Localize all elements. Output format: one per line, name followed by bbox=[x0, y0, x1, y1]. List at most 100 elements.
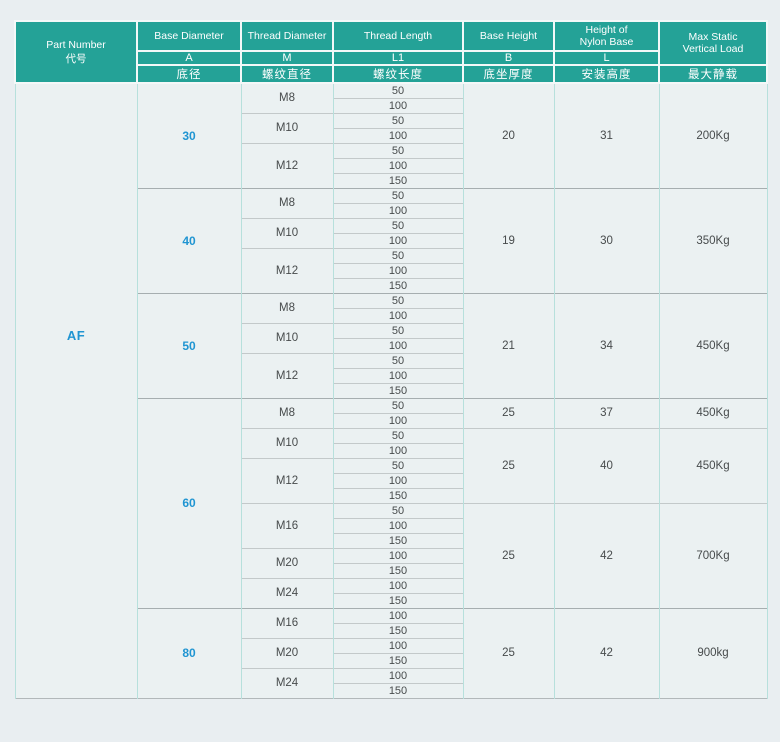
table-row: M10 50 25 40 450Kg bbox=[15, 427, 768, 503]
cell-thread-diameter: M12 bbox=[240, 247, 333, 293]
header-zh-thread-length: 螺纹长度 bbox=[332, 64, 464, 84]
cell-thread-length: 50 bbox=[332, 187, 463, 203]
cell-thread-length: 100 bbox=[332, 262, 464, 278]
table-row: 100 bbox=[15, 97, 767, 113]
cell-thread-length: 150 bbox=[332, 532, 464, 548]
cell-thread-length: 100 bbox=[332, 412, 464, 428]
table-row: 50 M8 50 21 34 450Kg bbox=[15, 292, 768, 398]
cell-base-diameter: 30 bbox=[136, 83, 241, 188]
table-row: M24 100 bbox=[15, 667, 767, 698]
cell-thread-length: 50 bbox=[332, 322, 464, 338]
header-zh-thread-diameter: 螺纹直径 bbox=[240, 64, 334, 84]
cell-thread-length: 100 bbox=[332, 337, 464, 353]
cell-nylon-height: 42 bbox=[553, 502, 659, 608]
cell-base-diameter: 50 bbox=[136, 292, 241, 398]
header-part-number-zh: 代号 bbox=[65, 53, 87, 65]
table-row: M10 50 bbox=[15, 322, 767, 353]
table-row: M12 50 bbox=[15, 142, 767, 188]
cell-base-height: 25 bbox=[462, 427, 554, 503]
table-row: 150 bbox=[15, 487, 767, 503]
cell-base-height: 25 bbox=[462, 397, 554, 428]
cell-thread-diameter: M8 bbox=[240, 397, 333, 428]
header-zh-nylon-height: 安装高度 bbox=[553, 64, 660, 84]
cell-thread-diameter: M10 bbox=[240, 322, 333, 353]
cell-thread-length: 100 bbox=[332, 127, 464, 143]
cell-thread-length: 50 bbox=[332, 247, 464, 263]
cell-thread-length: 150 bbox=[332, 682, 464, 698]
cell-thread-diameter: M8 bbox=[240, 83, 333, 113]
cell-thread-length: 100 bbox=[332, 517, 464, 533]
spec-table: Part Number 代号 Base Diameter Thread Diam… bbox=[14, 20, 768, 699]
cell-thread-length: 50 bbox=[332, 397, 463, 413]
cell-thread-diameter: M10 bbox=[240, 112, 333, 143]
table-row: M16 50 25 42 700Kg bbox=[15, 502, 768, 608]
table-row: 100 bbox=[15, 262, 767, 278]
table-header: Part Number 代号 Base Diameter Thread Diam… bbox=[14, 20, 768, 84]
cell-nylon-height: 37 bbox=[553, 397, 659, 428]
cell-thread-length: 50 bbox=[332, 292, 463, 308]
cell-thread-length: 100 bbox=[332, 97, 464, 113]
cell-thread-length: 50 bbox=[332, 427, 463, 443]
header-base-diameter: Base Diameter bbox=[136, 20, 242, 52]
cell-thread-diameter: M16 bbox=[240, 607, 333, 638]
cell-thread-length: 150 bbox=[332, 277, 464, 293]
cell-max-load: 350Kg bbox=[658, 187, 768, 293]
cell-thread-length: 150 bbox=[332, 382, 464, 398]
table-row: M10 50 bbox=[15, 112, 767, 143]
cell-base-height: 25 bbox=[462, 502, 554, 608]
spec-table-container: Part Number 代号 Base Diameter Thread Diam… bbox=[14, 20, 768, 699]
cell-nylon-height: 34 bbox=[553, 292, 659, 398]
cell-base-diameter: 80 bbox=[136, 607, 241, 698]
header-thread-length: Thread Length bbox=[332, 20, 464, 52]
cell-max-load: 900kg bbox=[658, 607, 768, 698]
cell-base-height: 19 bbox=[462, 187, 554, 293]
table-row: 150 bbox=[15, 562, 767, 578]
table-row: M12 50 bbox=[15, 247, 767, 293]
cell-part-number: AF bbox=[14, 83, 137, 698]
table-row: M20 100 bbox=[15, 637, 767, 668]
table-row: M12 50 bbox=[15, 457, 767, 503]
cell-thread-length: 150 bbox=[332, 562, 464, 578]
header-letter-m: M bbox=[240, 50, 334, 66]
cell-thread-length: 50 bbox=[332, 83, 463, 98]
cell-thread-diameter: M20 bbox=[240, 637, 333, 668]
header-thread-diameter: Thread Diameter bbox=[240, 20, 334, 52]
table-row: 60 M8 50 25 37 450Kg bbox=[15, 397, 768, 608]
cell-thread-length: 150 bbox=[332, 622, 464, 638]
header-letter-l: L bbox=[553, 50, 660, 66]
header-zh-base-diameter: 底径 bbox=[136, 64, 242, 84]
header-letter-b: B bbox=[462, 50, 555, 66]
cell-thread-diameter: M10 bbox=[240, 427, 333, 458]
cell-max-load: 200Kg bbox=[658, 83, 768, 188]
table-row: 100 bbox=[15, 157, 767, 173]
cell-max-load: 450Kg bbox=[658, 397, 768, 428]
cell-thread-diameter: M24 bbox=[240, 667, 333, 698]
table-row: 100 bbox=[15, 127, 767, 143]
cell-max-load: 450Kg bbox=[658, 427, 768, 503]
cell-thread-diameter: M16 bbox=[240, 502, 333, 548]
cell-base-height: 25 bbox=[462, 607, 554, 698]
cell-thread-length: 100 bbox=[332, 547, 464, 563]
table-row: 100 bbox=[15, 367, 767, 383]
cell-thread-diameter: M20 bbox=[240, 547, 333, 578]
cell-thread-length: 50 bbox=[332, 112, 464, 128]
header-zh-max-static: 最大静载 bbox=[658, 64, 768, 84]
cell-max-load: 700Kg bbox=[658, 502, 768, 608]
cell-thread-length: 100 bbox=[332, 472, 464, 488]
table-row: M24 100 bbox=[15, 577, 767, 608]
cell-thread-diameter: M8 bbox=[240, 187, 333, 218]
cell-max-load: 450Kg bbox=[658, 292, 768, 398]
header-max-static: Max Static Vertical Load bbox=[658, 20, 768, 66]
cell-thread-length: 50 bbox=[332, 502, 463, 518]
header-part-number: Part Number 代号 bbox=[14, 20, 138, 84]
cell-thread-length: 100 bbox=[332, 157, 464, 173]
cell-thread-length: 100 bbox=[332, 667, 464, 683]
table-row: M10 50 bbox=[15, 217, 767, 248]
cell-nylon-height: 40 bbox=[553, 427, 659, 503]
table-row: 100 bbox=[15, 472, 767, 488]
table-row: M12 50 bbox=[15, 352, 767, 398]
cell-thread-length: 100 bbox=[332, 232, 464, 248]
cell-thread-length: 150 bbox=[332, 172, 464, 188]
cell-thread-length: 100 bbox=[332, 442, 464, 458]
cell-thread-length: 100 bbox=[332, 607, 463, 623]
